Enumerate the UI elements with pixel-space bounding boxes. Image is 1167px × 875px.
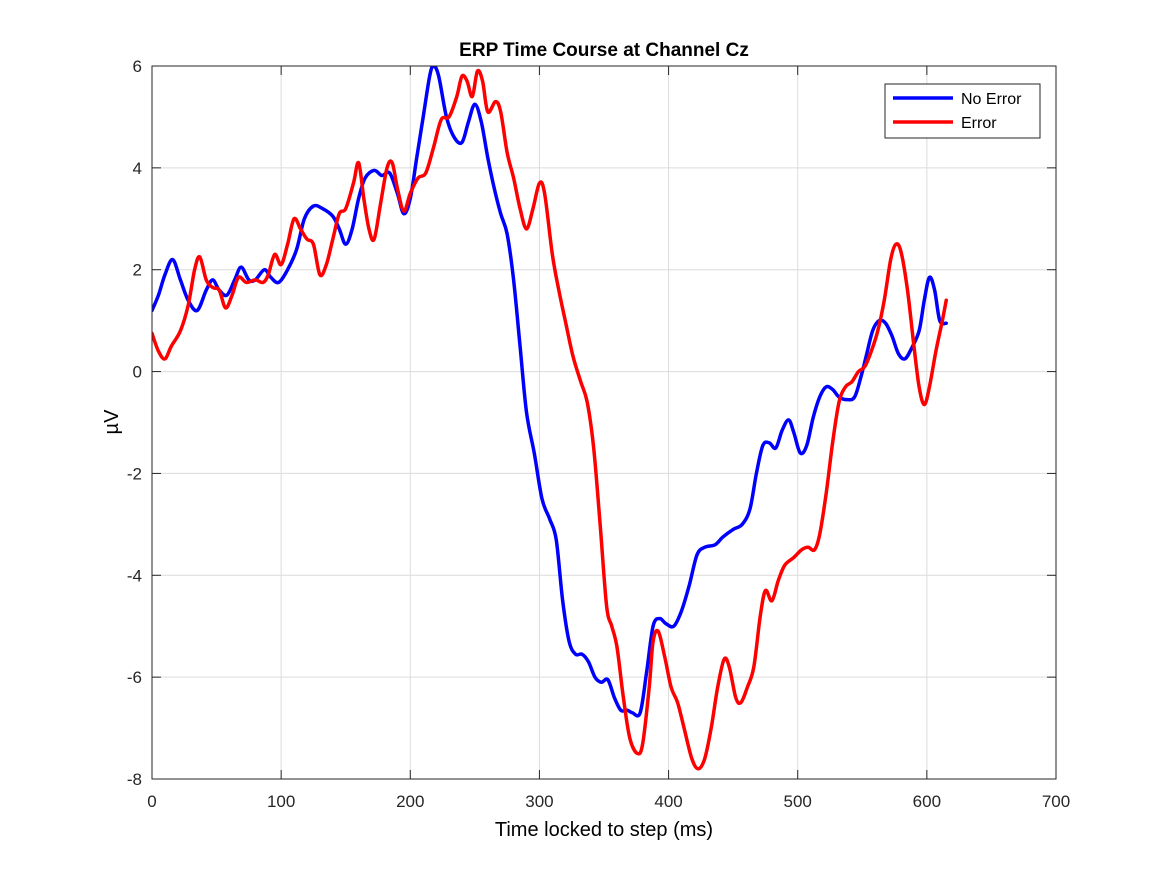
- legend-label-error: Error: [961, 115, 997, 132]
- x-tick-label: 500: [784, 792, 812, 811]
- x-tick-label: 0: [147, 792, 156, 811]
- legend-box: [884, 83, 1041, 139]
- x-tick-label: 300: [525, 792, 553, 811]
- x-tick-label: 200: [396, 792, 424, 811]
- series-line-no-error: [152, 66, 948, 718]
- y-tick-label: -4: [127, 566, 142, 585]
- y-tick-label: -6: [127, 668, 142, 687]
- chart-title: ERP Time Course at Channel Cz: [459, 40, 749, 61]
- series-group: [152, 66, 948, 771]
- x-tick-label: 700: [1042, 792, 1070, 811]
- plot-background: [152, 66, 1056, 779]
- y-tick-label: 2: [133, 261, 142, 280]
- y-tick-label: 6: [133, 57, 142, 76]
- x-axis-label: Time locked to step (ms): [495, 819, 713, 841]
- y-tick-label: -8: [127, 770, 142, 789]
- y-tick-label: 4: [133, 159, 142, 178]
- legend: No Error Error: [884, 83, 1041, 139]
- x-tick-label: 600: [913, 792, 941, 811]
- series-line-error: [152, 68, 948, 771]
- plot-frame: [151, 65, 1057, 780]
- y-tick-label: -2: [127, 464, 142, 483]
- x-tick-label: 100: [267, 792, 295, 811]
- legend-label-no-error: No Error: [961, 91, 1022, 108]
- y-axis-label: µV: [101, 409, 123, 435]
- x-tick-label: 400: [654, 792, 682, 811]
- y-tick-label: 0: [133, 363, 142, 382]
- axis-ticks: 0 100 200 300 400 500 600 700 -8 -6 -4 -2 0 2 4 6: [127, 57, 1070, 811]
